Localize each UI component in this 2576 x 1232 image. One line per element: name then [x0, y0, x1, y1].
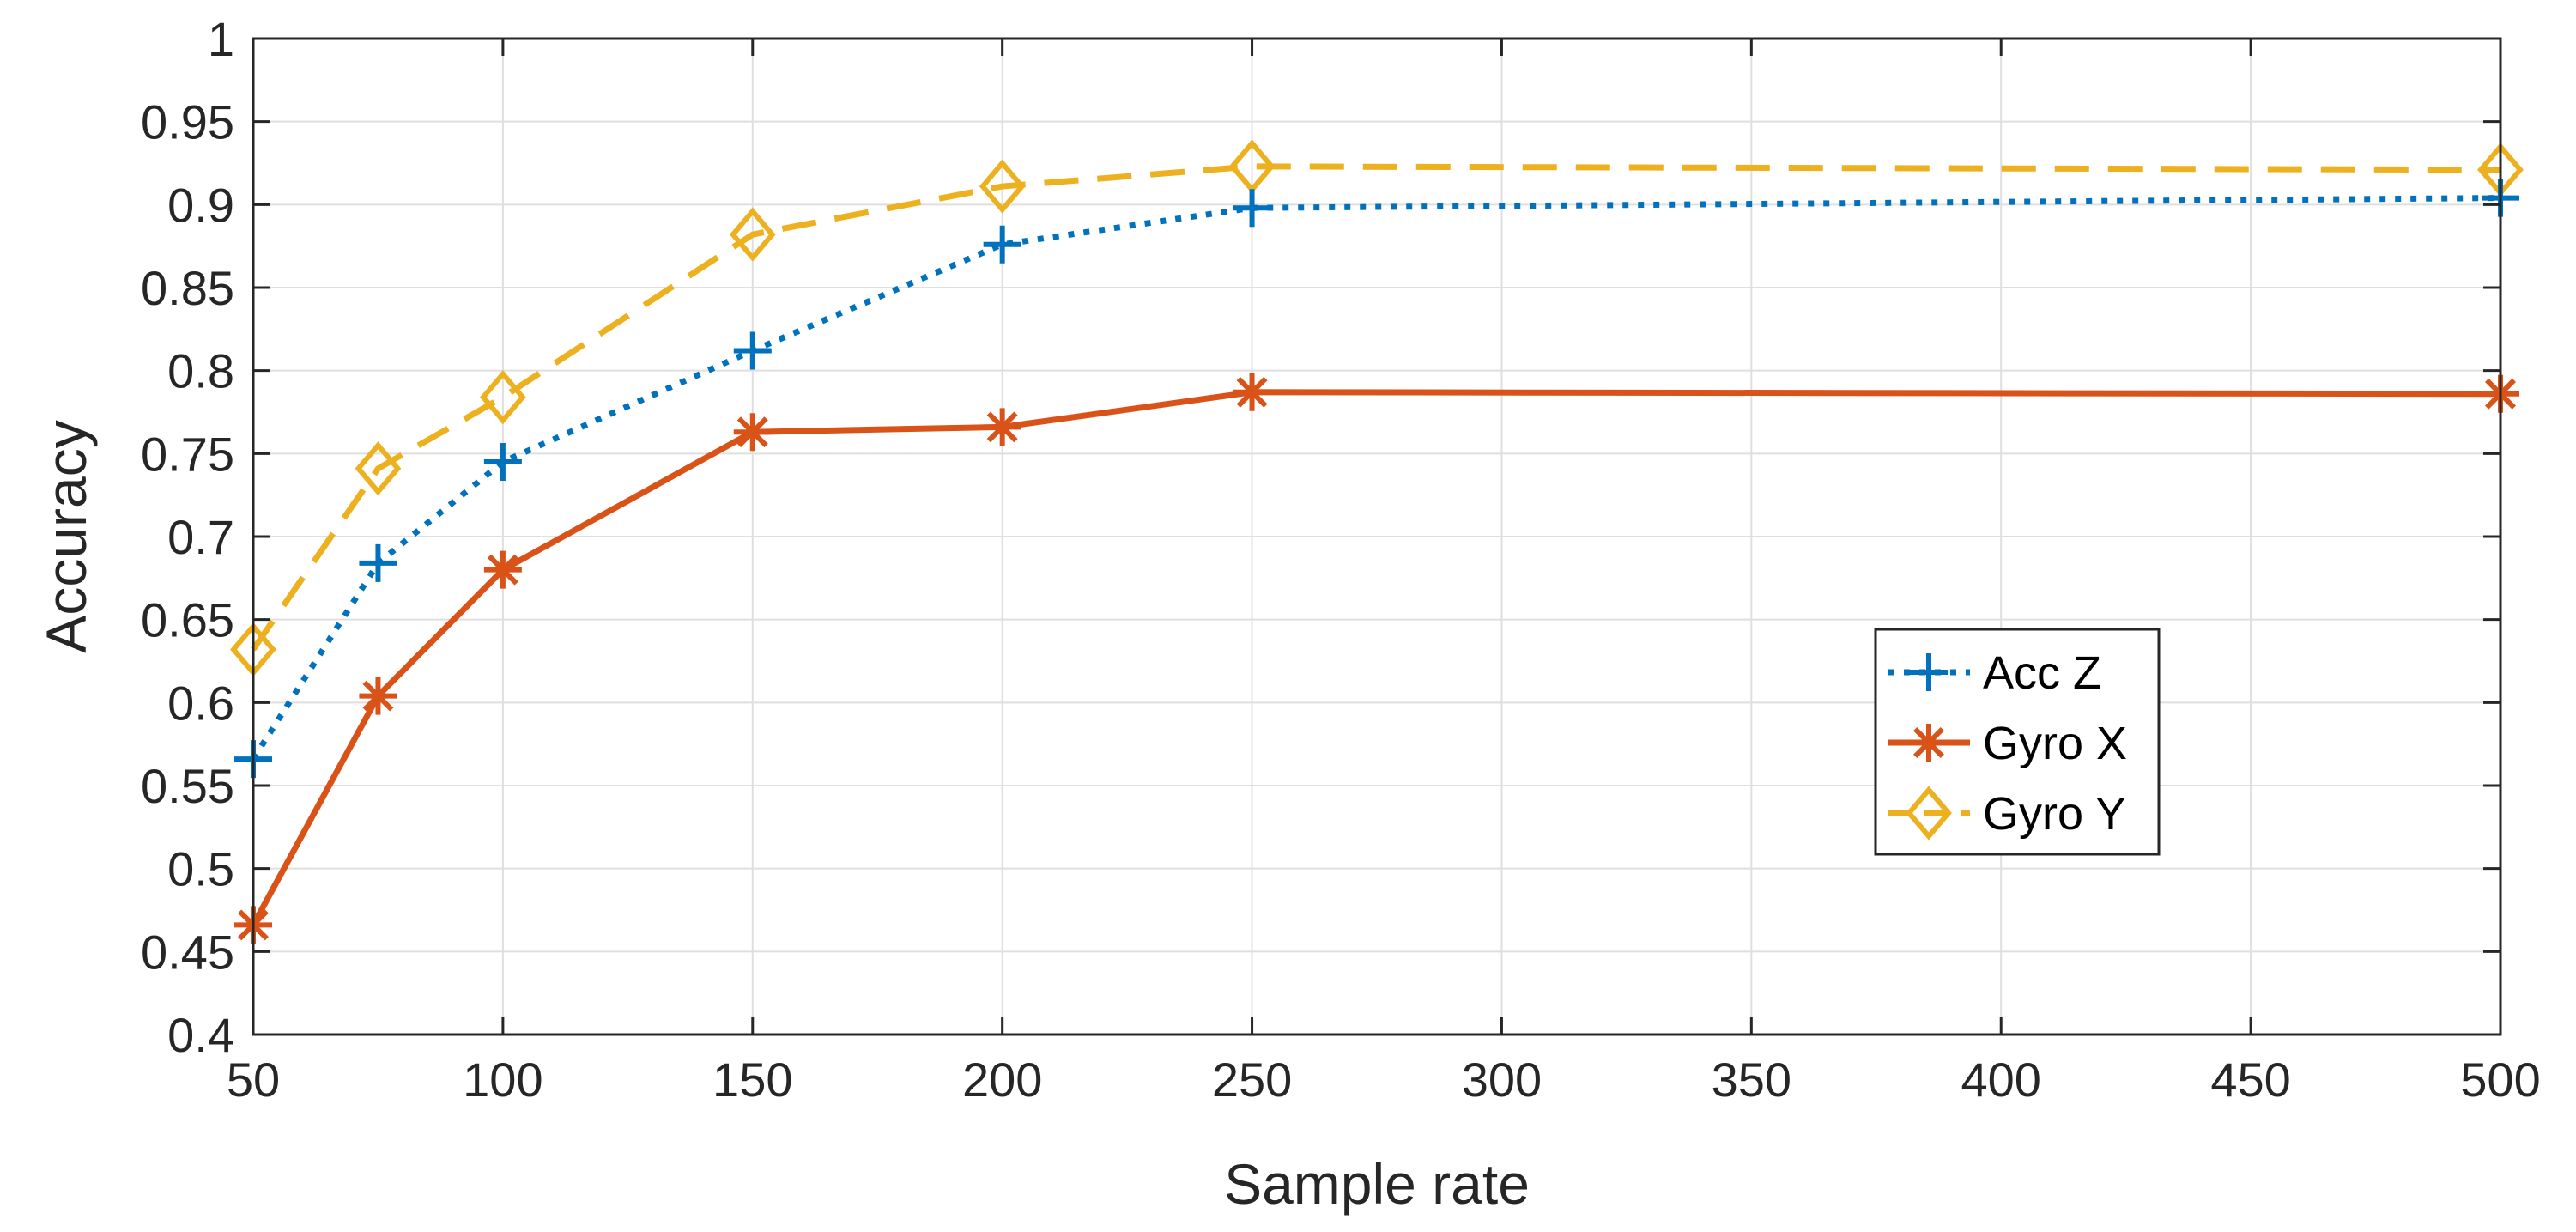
- y-tick-label: 0.85: [141, 261, 234, 315]
- data-point-gyro-y: [729, 207, 776, 262]
- series-line-gyro-y: [251, 163, 2501, 652]
- data-point-acc-z: [483, 443, 522, 481]
- data-point-acc-z: [1233, 189, 1271, 228]
- data-point-gyro-x: [1233, 373, 1271, 411]
- data-point-gyro-x: [359, 677, 397, 715]
- legend-swatch-gyro-y: [1888, 786, 1970, 841]
- data-point-acc-z: [733, 331, 772, 370]
- legend-swatch-acc-z: [1888, 653, 1970, 691]
- legend-swatch-gyro-x: [1888, 724, 1970, 762]
- y-tick-label: 0.8: [167, 344, 234, 398]
- x-tick-label: 500: [2460, 1053, 2540, 1107]
- y-tick-label: 0.45: [141, 925, 234, 979]
- x-tick-label: 150: [712, 1053, 792, 1107]
- data-point-gyro-x: [733, 413, 772, 452]
- legend-marker: [1906, 786, 1952, 841]
- x-tick-label: 350: [1712, 1053, 1791, 1107]
- legend-entry-gyro-y: Gyro Y: [1888, 786, 2126, 841]
- ticks: 50 100 150 200 250 300 350 400 450 500 0.4 0.45 0.5 0…: [141, 12, 2541, 1107]
- legend-label-gyro-y: Gyro Y: [1983, 788, 2126, 840]
- x-tick-label: 450: [2210, 1053, 2290, 1107]
- x-tick-label: 400: [1961, 1053, 2041, 1107]
- data-point-gyro-y: [480, 369, 526, 425]
- plot-area: 50 100 150 200 250 300 350 400 450 500 0.4 0.45 0.5 0…: [141, 12, 2541, 1107]
- x-tick-label: 250: [1212, 1053, 1292, 1107]
- data-point-gyro-x: [983, 408, 1021, 446]
- legend-marker: [1910, 724, 1948, 762]
- data-point-acc-z: [983, 225, 1021, 264]
- x-tick-label: 50: [227, 1053, 280, 1107]
- data-point-acc-z: [359, 543, 397, 582]
- y-tick-label: 0.5: [167, 842, 234, 896]
- series-gyro-x: [234, 373, 2519, 944]
- y-tick-label: 0.9: [167, 178, 234, 232]
- data-point-gyro-y: [979, 159, 1026, 214]
- series-layer: [230, 139, 2524, 944]
- y-tick-label: 1: [208, 12, 234, 66]
- x-tick-label: 100: [463, 1053, 542, 1107]
- y-axis-label: Accuracy: [34, 420, 98, 652]
- legend-marker: [1910, 653, 1948, 691]
- x-axis-label: Sample rate: [1224, 1152, 1530, 1216]
- x-tick-label: 300: [1462, 1053, 1542, 1107]
- legend-entry-gyro-x: Gyro X: [1888, 718, 2127, 769]
- y-tick-label: 0.65: [141, 593, 234, 647]
- y-tick-label: 0.55: [141, 759, 234, 813]
- legend-entry-acc-z: Acc Z: [1888, 647, 2101, 699]
- legend: Acc Z Gyro X Gyro Y: [1874, 628, 2161, 856]
- x-tick-label: 200: [962, 1053, 1042, 1107]
- y-tick-label: 0.6: [167, 676, 234, 730]
- data-point-gyro-x: [483, 550, 522, 589]
- y-tick-label: 0.4: [167, 1008, 234, 1062]
- y-tick-label: 0.95: [141, 95, 234, 149]
- data-point-gyro-y: [355, 441, 402, 496]
- y-tick-label: 0.7: [167, 510, 234, 564]
- y-tick-label: 0.75: [141, 427, 234, 481]
- legend-label-acc-z: Acc Z: [1983, 647, 2101, 699]
- legend-label-gyro-x: Gyro X: [1983, 718, 2127, 769]
